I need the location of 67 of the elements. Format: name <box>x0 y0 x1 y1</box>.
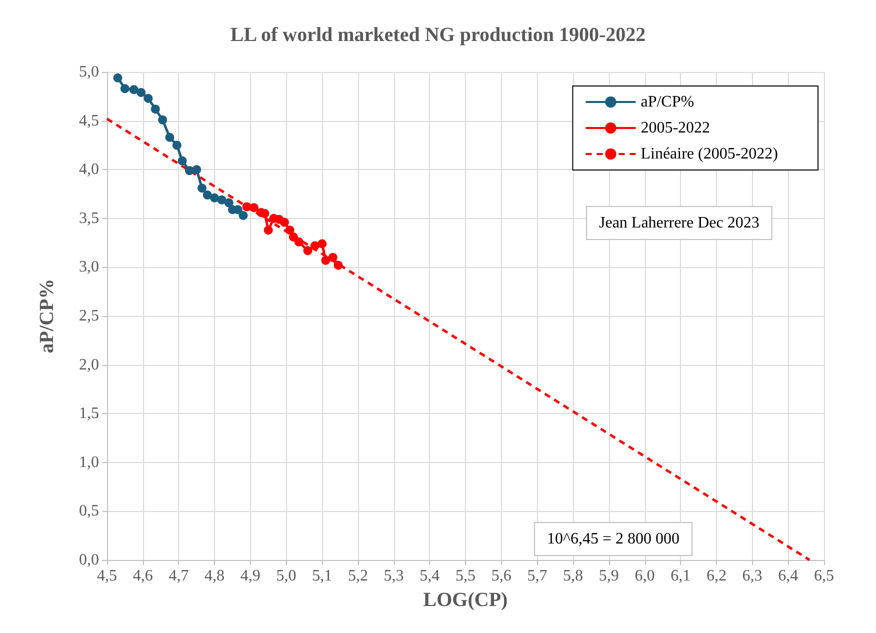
point <box>321 256 330 265</box>
y-axis-title: aP/CP% <box>36 278 58 354</box>
x-tick-label: 4,6 <box>132 568 153 584</box>
x-tick-label: 5,4 <box>420 568 440 584</box>
x-tick-label: 5,7 <box>527 568 548 584</box>
x-tick-label: 5,6 <box>491 568 512 584</box>
point <box>129 85 138 94</box>
chart-title: LL of world marketed NG production 1900-2022 <box>230 24 646 46</box>
x-tick-label: 4,5 <box>97 568 117 584</box>
point <box>249 203 258 212</box>
legend-label: aP/CP% <box>640 94 694 110</box>
point <box>238 210 248 220</box>
point <box>318 239 327 248</box>
y-tick-label: 2,0 <box>79 356 99 374</box>
x-tick-label: 4,8 <box>204 568 225 584</box>
point <box>224 198 234 208</box>
y-tick-label: 1,5 <box>79 405 99 422</box>
y-tick-label: 5,0 <box>79 64 99 80</box>
point <box>202 190 212 200</box>
point <box>136 88 146 97</box>
x-tick-label: 6,0 <box>634 568 655 584</box>
y-tick-label: 0,0 <box>79 552 99 568</box>
y-tick-label: 2,5 <box>79 308 99 324</box>
x-tick-label: 5,8 <box>563 568 584 584</box>
y-tick-label: 3,5 <box>79 210 99 227</box>
point <box>150 104 160 114</box>
point <box>172 140 182 150</box>
point <box>144 94 153 103</box>
point <box>217 195 226 204</box>
point <box>285 226 294 235</box>
point <box>264 226 273 235</box>
point <box>192 165 202 174</box>
x-tick-label: 5,2 <box>348 568 368 584</box>
x-tick-label: 4,7 <box>168 568 189 584</box>
point <box>158 115 168 124</box>
legend-label: 2005-2022 <box>640 120 710 136</box>
x-tick-label: 5,1 <box>312 568 332 584</box>
y-tick-label: 4,5 <box>79 112 99 130</box>
point <box>178 156 187 166</box>
annotation: 10^6,45 = 2 800 000 <box>547 530 680 548</box>
x-tick-label: 6,2 <box>706 568 726 584</box>
y-tick-label: 3,0 <box>79 258 99 276</box>
point <box>303 246 312 256</box>
x-tick-label: 6,1 <box>670 568 691 584</box>
x-tick-label: 5,5 <box>456 568 476 584</box>
point <box>280 218 289 227</box>
annotation: Jean Laherrere Dec 2023 <box>599 214 760 232</box>
point <box>210 193 220 202</box>
legend-label: Linéaire (2005-2022) <box>640 146 778 162</box>
x-axis-title: LOG(CP) <box>423 589 508 611</box>
point <box>165 132 174 142</box>
x-tick-label: 5,3 <box>384 568 404 584</box>
point <box>334 260 343 270</box>
x-tick-label: 6,5 <box>814 568 834 584</box>
x-tick-label: 6,4 <box>778 568 798 584</box>
point <box>120 84 130 94</box>
x-tick-label: 5,9 <box>598 568 619 584</box>
y-tick-label: 4,0 <box>79 161 99 178</box>
point <box>113 73 122 82</box>
y-tick-label: 0,5 <box>79 502 99 520</box>
point <box>294 237 304 246</box>
point <box>328 252 338 262</box>
y-tick-label: 1,0 <box>79 454 99 471</box>
x-tick-label: 6,3 <box>742 568 762 584</box>
x-tick-label: 5,0 <box>276 568 296 584</box>
x-tick-label: 4,9 <box>240 568 260 584</box>
point <box>198 184 207 193</box>
